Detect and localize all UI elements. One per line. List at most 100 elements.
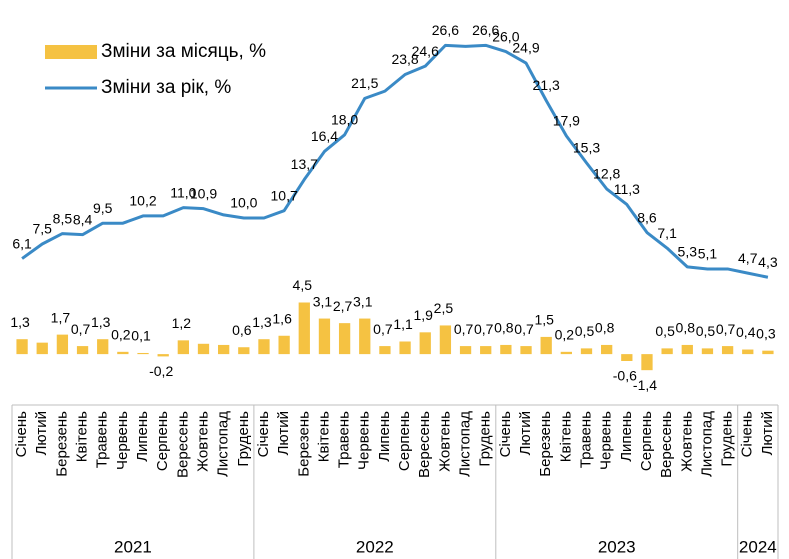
bar-label: 0,8 (676, 320, 696, 336)
x-tick-label: Січень (497, 411, 514, 458)
group-label: 2023 (598, 537, 636, 556)
line-label: 21,5 (351, 75, 378, 91)
bar (117, 351, 129, 355)
line-label: 7,5 (33, 221, 53, 237)
bar-label: 0,4 (736, 324, 756, 340)
bar (500, 344, 512, 355)
line-label: 10,9 (190, 185, 217, 201)
line (21, 43, 769, 279)
line-label: 8,6 (637, 209, 657, 225)
line-label: 16,4 (311, 128, 338, 144)
line-label: 12,8 (593, 166, 620, 182)
bar (459, 346, 472, 355)
bar-label: 0,5 (696, 323, 716, 339)
bar-label: 0,7 (474, 321, 494, 337)
line-label: 18,0 (331, 112, 358, 128)
x-tick-label: Березень (537, 411, 554, 477)
bar-label: 3,1 (353, 293, 373, 309)
x-tick-label: Серпень (638, 411, 655, 471)
bar (16, 339, 28, 355)
bar-label: 1,5 (534, 312, 554, 328)
bar-label: -0,6 (613, 368, 637, 384)
bar (399, 341, 411, 355)
bar-label: 2,7 (333, 298, 353, 314)
bar-label: 2,5 (434, 300, 454, 316)
bar-label: 0,6 (232, 322, 252, 338)
bar-label: 0,8 (595, 320, 615, 336)
x-tick-label: Квітень (315, 411, 332, 462)
x-tick-label: Серпень (396, 411, 413, 471)
line-label: 26,6 (472, 22, 499, 38)
x-tick-label: Листопад (457, 411, 474, 477)
group-label: 2021 (114, 537, 152, 556)
bar-label: 0,2 (555, 327, 575, 343)
line-label: 26,0 (492, 28, 519, 44)
bar (681, 344, 693, 355)
x-tick-label: Серпень (154, 411, 171, 471)
bar (338, 323, 351, 355)
bar (520, 346, 532, 355)
x-tick-label: Червень (356, 411, 373, 470)
x-tick-label: Вересень (658, 411, 675, 478)
bar (379, 346, 391, 355)
bar (197, 343, 210, 355)
x-tick-label: Вересень (174, 411, 191, 478)
x-tick-label: Лютий (759, 411, 776, 455)
x-tick-label: Липень (376, 411, 393, 462)
line-label: 5,3 (678, 244, 698, 260)
line-label: 8,4 (73, 211, 93, 227)
line-label: 11,3 (614, 181, 640, 197)
line-label: 4,3 (758, 254, 778, 270)
bar (318, 318, 331, 355)
line-label: 24,6 (412, 43, 439, 59)
bar (36, 342, 48, 355)
bar-label: 0,8 (494, 320, 514, 336)
bar-label: 1,3 (10, 314, 30, 330)
bar (721, 346, 734, 355)
bar-label: 0,7 (373, 321, 393, 337)
bar-label: 0,7 (514, 321, 534, 337)
x-tick-label: Лютий (275, 411, 292, 455)
bar (540, 336, 552, 355)
bar (641, 354, 653, 371)
x-tick-label: Червень (114, 411, 131, 470)
x-tick-label: Лютий (33, 411, 50, 455)
bar-label: 1,7 (51, 309, 71, 325)
line-label: 7,1 (657, 225, 677, 241)
line-label: 24,9 (512, 40, 539, 56)
line-label: 4,7 (738, 250, 758, 266)
bar-label: 3,1 (313, 293, 333, 309)
line-label: 10,0 (230, 195, 257, 211)
bar (742, 349, 754, 355)
x-tick-label: Квітень (557, 411, 574, 462)
x-tick-label: Липень (134, 411, 151, 462)
bar-label: 0,5 (575, 323, 595, 339)
bar-label: 0,1 (131, 328, 151, 344)
bar (97, 339, 109, 355)
bar-label: 1,3 (91, 314, 111, 330)
line-label: 9,5 (93, 200, 113, 216)
bar-label: 0,5 (655, 323, 675, 339)
bar-label: 1,9 (414, 307, 434, 323)
bar-label: 0,7 (71, 321, 91, 337)
bar (580, 348, 593, 355)
bar (439, 325, 452, 355)
x-tick-label: Жовтень (194, 411, 211, 472)
bar-label: 4,5 (293, 277, 313, 293)
bar-label: 1,1 (393, 316, 413, 332)
bar-label: -0,2 (149, 363, 173, 379)
bar (238, 347, 250, 355)
bar (762, 350, 774, 355)
line-label: 13,7 (291, 156, 318, 172)
line-label: 21,3 (533, 77, 560, 93)
line-label: 8,5 (53, 210, 73, 226)
bar (661, 348, 673, 355)
x-tick-label: Грудень (477, 411, 494, 467)
bar-label: 1,2 (172, 315, 192, 331)
x-tick-label: Січень (255, 411, 272, 458)
x-tick-label: Січень (13, 411, 30, 458)
x-tick-label: Березень (295, 411, 312, 477)
bar (701, 348, 714, 355)
group-label: 2024 (739, 537, 777, 556)
